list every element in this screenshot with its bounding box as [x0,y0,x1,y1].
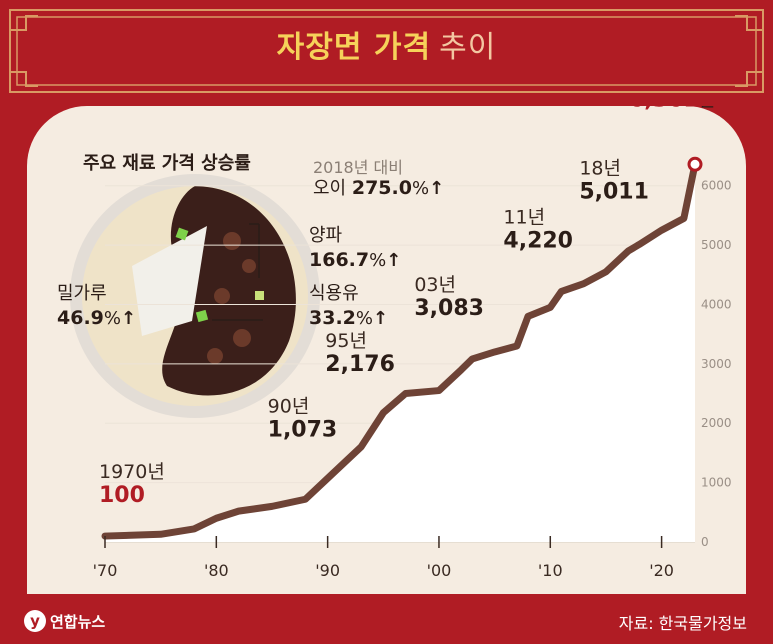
ingredient-name: 식용유 [309,283,359,304]
ingredient-name: 양파 [309,225,343,246]
annotation-value-unit: 원 [699,106,716,111]
yonhap-logo: y 연합뉴스 [24,610,105,632]
y-tick-label: 1000 [701,476,732,490]
source-label: 자료: 한국물가정보 [618,614,747,633]
y-tick-label: 0 [701,535,709,549]
y-tick-label: 4000 [701,297,732,311]
annotation-value-label: 2,176 [325,352,395,377]
annotation-year-label: 03년 [414,274,456,296]
ingredient-unit: % [411,178,430,199]
up-arrow-icon: ↑ [373,308,389,329]
ingredient-unit: % [103,308,121,329]
ingredients-base-label: 2018년 대비 [313,158,403,177]
annotation-value-label: 3,083 [414,296,484,321]
ingredient-name: 오이 [313,178,347,199]
header-frame [9,9,764,93]
ingredients-title: 주요 재료 가격 상승률 [83,153,251,174]
jajangmyeon-bowl-illustration [70,174,320,418]
ingredient-onion: 양파 166.7%↑ [309,224,401,273]
title-main: 자장면 가격 [276,30,432,65]
y-tick-label: 5000 [701,238,732,252]
ingredient-unit: % [355,308,373,329]
annotation-value-label: 6,361원 [629,106,715,112]
x-tick-label: '90 [315,561,340,580]
up-arrow-icon: ↑ [429,178,445,199]
x-tick-label: '10 [538,561,563,580]
x-tick-label: '70 [93,561,118,580]
series-line [101,160,699,540]
ingredient-cooking-oil: 식용유 33.2%↑ [309,282,388,331]
ingredient-value: 166.7 [309,249,370,271]
header: 자장면 가격 추이 [8,8,765,94]
ingredient-value: 275.0 [351,177,412,199]
ingredient-cucumber: 오이 275.0%↑ [313,176,444,201]
annotation-value-label: 100 [99,483,145,508]
price-line-chart: 0 1000 2000 3000 4000 5000 6000 '70 '80 '90 '00 '10… [70,106,732,580]
ingredient-value: 46.9 [57,307,104,329]
ingredient-name: 밀가루 [57,283,107,304]
x-tick-label: '00 [427,561,452,580]
y-tick-label: 2000 [701,416,732,430]
up-arrow-icon: ↑ [121,308,137,329]
chart-ticks: 0 1000 2000 3000 4000 5000 6000 '70 '80 '90 '00 '10… [93,179,732,580]
annotation-value-label: 5,011 [579,179,649,204]
y-tick-label: 3000 [701,357,732,371]
x-tick-label: '20 [649,561,674,580]
y-tick-label: 6000 [701,179,732,193]
ingredient-unit: % [369,250,387,271]
annotation-value-label: 4,220 [503,228,573,253]
chart-panel: 0 1000 2000 3000 4000 5000 6000 '70 '80 '90 '00 '10… [27,106,746,594]
annotation-year-label: 18년 [579,157,621,179]
chart-area [101,160,699,542]
yonhap-logo-icon: y [24,610,46,632]
annotation-year-label: 90년 [268,395,310,417]
annotation-year-label: 11년 [503,206,545,228]
annotation-value-label: 1,073 [268,417,338,442]
annotation-year-label: 95년 [325,330,367,352]
logo-text: 연합뉴스 [50,612,106,631]
title-sub: 추이 [439,30,497,65]
ingredient-value: 33.2 [309,307,356,329]
area-fill [105,164,695,542]
x-tick-label: '80 [204,561,229,580]
annotation-year-label: 1970년 [99,461,165,483]
page-title: 자장면 가격 추이 [8,22,765,66]
ingredient-flour: 밀가루 46.9%↑ [57,282,136,331]
footer: y 연합뉴스 자료: 한국물가정보 [0,598,773,644]
up-arrow-icon: ↑ [386,250,402,271]
endpoint-marker [687,156,703,172]
